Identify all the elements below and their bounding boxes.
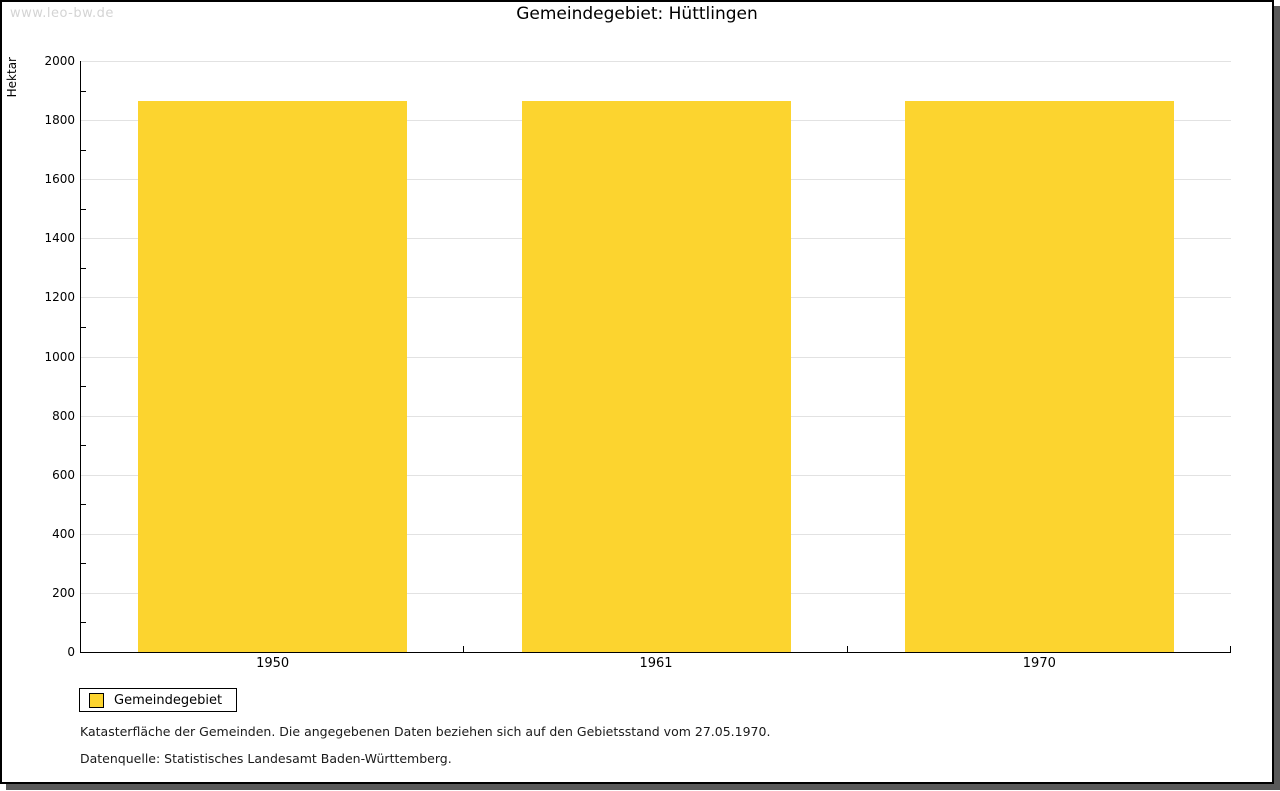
legend-box: Gemeindegebiet	[79, 688, 238, 712]
footer-source: Datenquelle: Statistisches Landesamt Bad…	[80, 751, 452, 766]
y-minor-tick-1700	[81, 149, 86, 151]
x-boundary-tick-1	[463, 646, 464, 652]
y-minor-tick-900	[81, 386, 86, 388]
bar-1961	[521, 100, 791, 652]
y-tick-label-800: 800	[52, 408, 75, 423]
y-tick-label-1600: 1600	[44, 172, 75, 187]
y-minor-tick-700	[81, 445, 86, 447]
y-minor-tick-300	[81, 563, 86, 565]
x-tick-label-1961: 1961	[639, 656, 673, 671]
y-axis-label: Hektar	[5, 57, 19, 98]
bar-1950	[138, 100, 408, 652]
y-tick-label-600: 600	[52, 467, 75, 482]
y-tick-label-400: 400	[52, 526, 75, 541]
x-tick-label-1970: 1970	[1022, 656, 1056, 671]
y-tick-label-1000: 1000	[44, 349, 75, 364]
y-tick-label-1400: 1400	[44, 231, 75, 246]
legend-swatch-icon	[89, 692, 104, 708]
chart-title: Gemeindegebiet: Hüttlingen	[516, 4, 758, 24]
x-tick-label-1950: 1950	[256, 656, 290, 671]
y-minor-tick-500	[81, 504, 86, 506]
y-tick-label-0: 0	[67, 645, 75, 659]
y-minor-tick-1900	[81, 90, 86, 92]
footer-note: Katasterfläche der Gemeinden. Die angege…	[80, 724, 771, 739]
y-tick-label-200: 200	[52, 585, 75, 600]
y-minor-tick-100	[81, 622, 86, 624]
y-minor-tick-1300	[81, 267, 86, 269]
plot-area: 0 200 400 600 800 1000 1200 1400 1600 1800 2000 195…	[44, 54, 1231, 671]
x-boundary-tick-2	[847, 646, 848, 652]
y-minor-tick-1500	[81, 208, 86, 210]
bar-1970	[904, 100, 1174, 652]
y-minor-tick-1100	[81, 326, 86, 328]
y-tick-label-1800: 1800	[44, 113, 75, 128]
gridline-2000	[81, 61, 1231, 62]
y-tick-label-1200: 1200	[44, 290, 75, 305]
watermark-url: www.leo-bw.de	[10, 6, 114, 21]
y-tick-label-2000: 2000	[44, 54, 75, 68]
x-boundary-tick-3	[1230, 646, 1231, 652]
legend-label: Gemeindegebiet	[114, 692, 223, 708]
